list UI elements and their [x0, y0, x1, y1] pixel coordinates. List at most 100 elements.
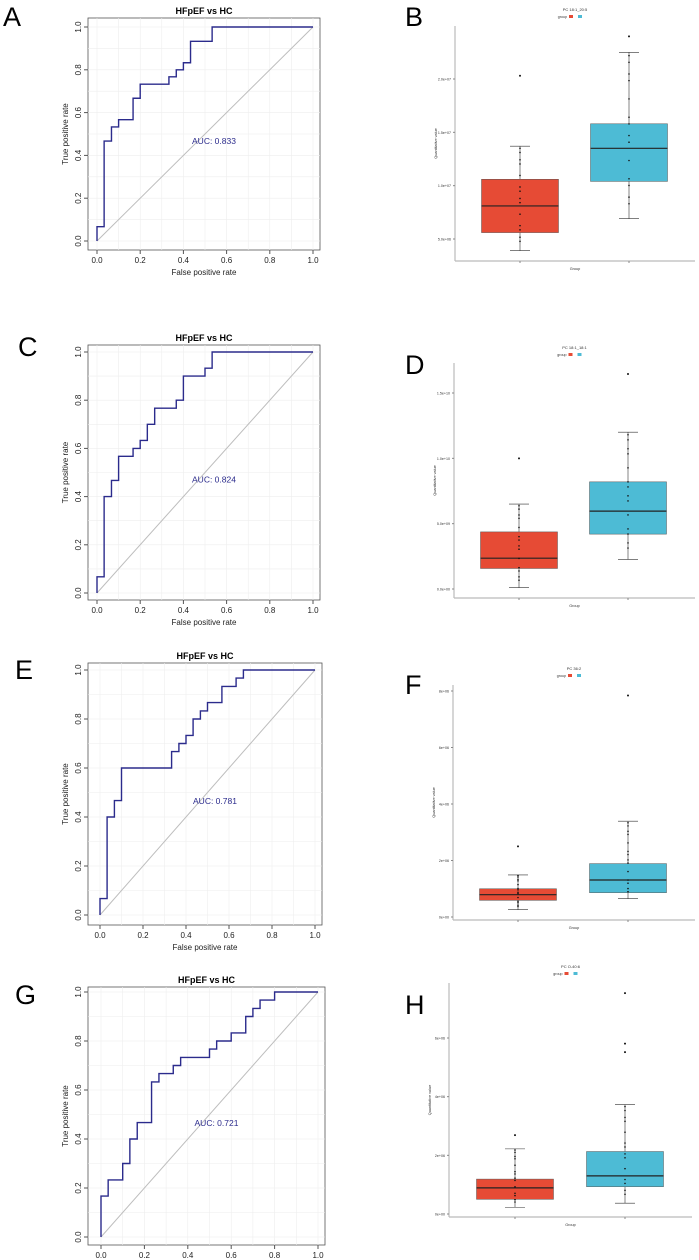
y-tick-label: 5.0e+06: [438, 238, 451, 242]
diagonal-reference-line: [96, 26, 314, 242]
y-tick-label: 0.0: [74, 909, 83, 921]
y-tick-label: 0.6: [74, 106, 83, 118]
data-point: [519, 224, 521, 227]
y-tick-label: 0.2: [74, 539, 83, 551]
x-tick-label: 0.6: [226, 1251, 238, 1260]
data-point: [514, 1198, 516, 1201]
data-point: [627, 850, 629, 853]
data-point: [518, 539, 520, 541]
data-point: [514, 1179, 516, 1182]
y-tick-label: 1.0: [74, 346, 83, 358]
data-point: [627, 467, 629, 469]
data-point: [517, 892, 519, 895]
roc-curve: [99, 669, 315, 915]
data-point: [628, 123, 630, 125]
panel-f: 0e+00 2e+06 4e+06 6e+06 8e+06 Group Quantitati…: [432, 666, 695, 930]
x-tick-label: 1.0: [309, 931, 321, 940]
chart-title: HFpEF vs HC: [176, 651, 234, 661]
data-point: [624, 1178, 626, 1181]
panel-e: 0.0 0.2 0.4 0.6 0.8 1.0 0.0 0.2 0.4 0.6 0.8 1.0 AUC:…: [61, 651, 323, 952]
box-iqr: [589, 481, 667, 535]
auc-annotation: AUC: 0.721: [195, 1118, 239, 1128]
x-tick-label: 0.6: [223, 931, 235, 940]
data-point: [518, 557, 520, 560]
data-point: [517, 905, 519, 908]
data-point: [514, 1194, 516, 1197]
data-point: [519, 174, 521, 177]
x-tick-label: 0.8: [266, 931, 278, 940]
auc-annotation: AUC: 0.833: [192, 136, 236, 146]
x-tick-label: 0.0: [95, 1251, 107, 1260]
data-point: [517, 876, 519, 878]
x-tick-label: 0.8: [269, 1251, 281, 1260]
panel-g: 0.0 0.2 0.4 0.6 0.8 1.0 0.0 0.2 0.4 0.6 0.8 1.0 AUC:…: [61, 975, 326, 1260]
x-axis-label: Group: [570, 267, 581, 271]
y-tick-label: 0e+00: [435, 1213, 445, 1217]
panel-letter-e: E: [15, 655, 34, 685]
data-point: [519, 229, 521, 231]
x-tick-label: 0.4: [180, 931, 192, 940]
data-point: [519, 190, 521, 192]
y-tick-label: 1.0e+07: [438, 184, 451, 188]
legend-title: group: [557, 353, 566, 357]
data-point: [627, 481, 629, 483]
x-axis-label: Group: [569, 604, 580, 608]
y-tick-label: 1.5e+07: [438, 131, 451, 135]
auc-annotation: AUC: 0.781: [193, 796, 237, 806]
data-point: [624, 1153, 626, 1155]
data-point: [628, 141, 630, 143]
data-point: [519, 213, 521, 215]
y-tick-label: 0.2: [74, 860, 83, 872]
data-point: [518, 517, 520, 520]
data-point: [514, 1158, 516, 1160]
x-tick-label: 1.0: [312, 1251, 324, 1260]
legend-swatch-group2: [573, 972, 578, 975]
data-point: [627, 859, 629, 861]
x-tick-label: 0.0: [94, 931, 106, 940]
data-point: [627, 890, 629, 893]
data-point: [624, 1142, 626, 1144]
data-point: [519, 186, 521, 188]
legend-title: group: [553, 972, 562, 976]
data-point: [518, 504, 520, 507]
data-point: [514, 1177, 516, 1179]
data-point: [628, 184, 630, 187]
y-axis-label: True positive rate: [61, 763, 70, 825]
data-point: [517, 901, 519, 904]
data-point: [624, 1105, 626, 1108]
data-point: [517, 878, 519, 881]
data-point: [624, 1131, 626, 1133]
data-point: [627, 882, 629, 884]
data-point: [627, 533, 629, 535]
x-tick-label: 0.8: [264, 606, 276, 615]
y-tick-label: 4e+06: [439, 803, 449, 807]
y-axis-label: Quantitative value: [433, 465, 437, 495]
data-point: [627, 500, 629, 502]
data-point: [514, 1201, 516, 1203]
data-point: [517, 887, 519, 890]
legend-swatch-group1: [568, 353, 573, 356]
y-tick-label: 1.0: [74, 664, 83, 676]
data-point: [627, 486, 629, 488]
y-tick-label: 1.0e+10: [437, 457, 450, 461]
data-point: [628, 54, 630, 57]
data-point: [518, 570, 520, 572]
data-point: [517, 896, 519, 899]
auc-annotation: AUC: 0.824: [192, 475, 236, 485]
data-point: [518, 508, 520, 510]
chart-title: HFpEF vs HC: [175, 333, 233, 343]
y-tick-label: 6e+06: [439, 746, 449, 750]
y-tick-label: 0.4: [74, 811, 83, 823]
y-tick-label: 2e+06: [439, 859, 449, 863]
outlier-point: [518, 457, 520, 460]
x-tick-label: 0.8: [264, 256, 276, 265]
panel-letter-c: C: [18, 332, 38, 362]
y-tick-label: 0.4: [74, 1133, 83, 1145]
data-point: [624, 1157, 626, 1159]
data-point: [519, 158, 521, 161]
data-point: [518, 535, 520, 538]
x-tick-label: 0.6: [221, 256, 233, 265]
panel-letter-h: H: [405, 990, 425, 1020]
x-tick-label: 0.0: [91, 256, 103, 265]
